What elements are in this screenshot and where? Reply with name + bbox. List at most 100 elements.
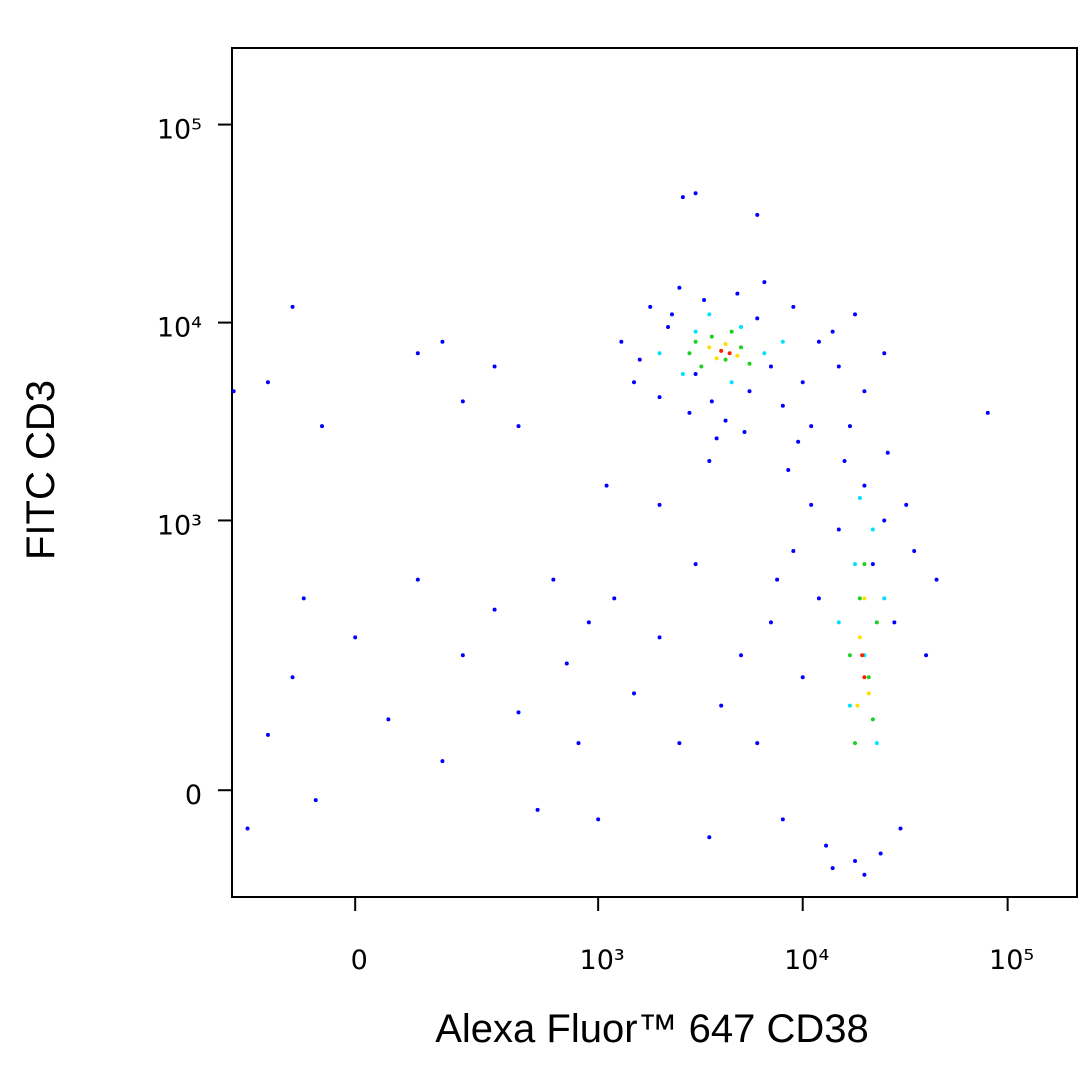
point (912, 548, 917, 553)
point (862, 562, 867, 567)
point (882, 518, 887, 523)
point (551, 577, 556, 582)
point (516, 424, 521, 429)
point (768, 620, 773, 625)
point (853, 562, 858, 567)
point (847, 424, 852, 429)
point (687, 410, 692, 415)
x-tick-label: 10³ (580, 945, 625, 976)
point (301, 596, 306, 601)
point (735, 291, 740, 296)
point (693, 371, 698, 376)
point (836, 527, 841, 532)
point (440, 759, 445, 764)
point (862, 675, 867, 680)
point (719, 703, 724, 708)
point (231, 389, 236, 394)
point (755, 741, 760, 746)
point (723, 341, 728, 346)
point (853, 741, 858, 746)
point (809, 424, 814, 429)
point (386, 717, 391, 722)
point (878, 851, 883, 856)
point (830, 329, 835, 334)
point (707, 345, 712, 350)
point (780, 817, 785, 822)
point (693, 191, 698, 196)
point (830, 866, 835, 871)
point (702, 298, 707, 303)
point (648, 304, 653, 309)
point (576, 741, 581, 746)
point (857, 635, 862, 640)
x-tick-label: 0 (351, 945, 368, 976)
point (265, 732, 270, 737)
point (853, 859, 858, 864)
point (892, 620, 897, 625)
point (492, 364, 497, 369)
point (677, 741, 682, 746)
point (882, 351, 887, 356)
point (866, 675, 871, 680)
point (719, 348, 724, 353)
point (735, 353, 740, 358)
point (853, 312, 858, 317)
x-tick-label: 10⁵ (989, 945, 1034, 976)
point (535, 807, 540, 812)
point (862, 389, 867, 394)
point (586, 620, 591, 625)
point (290, 675, 295, 680)
point (657, 502, 662, 507)
point (729, 380, 734, 385)
point (729, 329, 734, 334)
point (800, 675, 805, 680)
point (742, 430, 747, 435)
point (762, 351, 767, 356)
point (780, 339, 785, 344)
point (904, 502, 909, 507)
point (866, 691, 871, 696)
point (809, 502, 814, 507)
point (707, 458, 712, 463)
point (882, 596, 887, 601)
point (816, 339, 821, 344)
point (516, 710, 521, 715)
point (596, 817, 601, 822)
point (693, 329, 698, 334)
point (680, 195, 685, 200)
point (816, 596, 821, 601)
y-tick-label: 10⁵ (157, 115, 202, 146)
point (775, 577, 780, 582)
point (857, 495, 862, 500)
point (415, 577, 420, 582)
point (847, 703, 852, 708)
y-tick-label: 10⁴ (157, 313, 202, 344)
point (739, 345, 744, 350)
point (747, 361, 752, 366)
point (709, 399, 714, 404)
point (460, 399, 465, 404)
y-axis-label: FITC CD3 (19, 380, 63, 560)
point (637, 357, 642, 362)
point (870, 562, 875, 567)
point (657, 351, 662, 356)
point (723, 357, 728, 362)
point (842, 458, 847, 463)
point (353, 635, 358, 640)
point (934, 577, 939, 582)
point (862, 872, 867, 877)
point (874, 620, 879, 625)
point (714, 436, 719, 441)
x-tick-label: 10⁴ (784, 945, 829, 976)
point (874, 741, 879, 746)
point (780, 403, 785, 408)
point (440, 339, 445, 344)
point (680, 371, 685, 376)
point (604, 483, 609, 488)
point (857, 596, 862, 601)
x-axis-label: Alexa Fluor™ 647 CD38 (435, 1007, 869, 1051)
point (898, 826, 903, 831)
point (564, 661, 569, 666)
point (796, 439, 801, 444)
